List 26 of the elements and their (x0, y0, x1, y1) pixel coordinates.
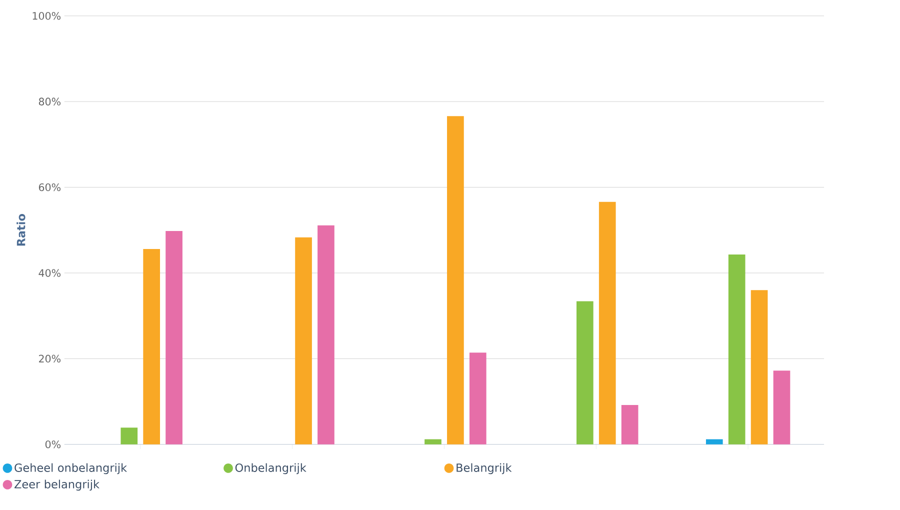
y-tick-label: 80% (38, 98, 61, 106)
y-tick-label: 100% (32, 12, 61, 20)
bar (706, 439, 723, 444)
y-tick-label: 0% (45, 440, 61, 448)
bar (318, 225, 334, 444)
y-axis-title: Ratio (16, 214, 26, 246)
bar (621, 405, 638, 444)
bar (120, 428, 138, 444)
bar (728, 254, 746, 444)
bar (469, 352, 486, 444)
y-tick-label: 40% (38, 269, 61, 277)
bar (424, 439, 442, 444)
bar (750, 290, 768, 444)
legend-label: Belangrijk (456, 463, 512, 474)
legend-label: Geheel onbelangrijk (14, 463, 128, 474)
bar (447, 116, 464, 444)
bar (773, 370, 790, 444)
legend-label: Zeer belangrijk (14, 480, 100, 491)
bar (576, 301, 594, 444)
bar (143, 249, 160, 444)
y-tick-label: 60% (38, 183, 61, 192)
bar (166, 231, 182, 444)
bar (295, 237, 312, 444)
bar (598, 202, 616, 444)
y-tick-label: 20% (38, 354, 61, 363)
legend-label: Onbelangrijk (235, 463, 306, 474)
